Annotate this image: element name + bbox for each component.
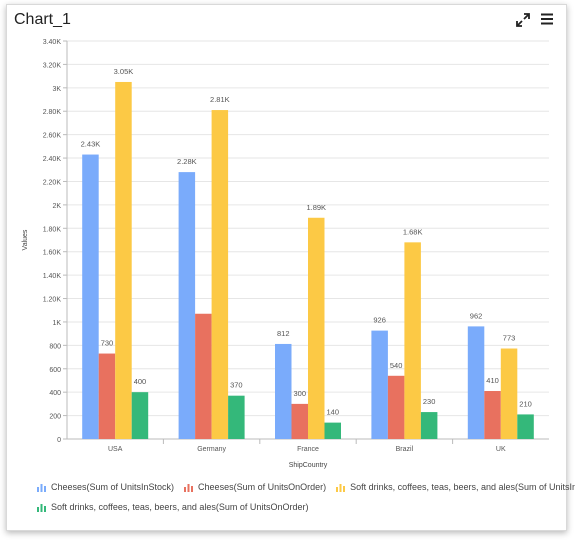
y-tick-label: 1.60K [43,250,62,257]
data-label: 3.05K [114,67,134,76]
y-tick-label: 1.20K [43,297,62,304]
legend-row: Cheeses(Sum of UnitsInStock) Cheeses(Sum … [37,479,575,495]
y-tick-label: 200 [49,414,61,421]
data-label: 1.68K [403,227,423,236]
bar-brazil-series-2 [387,375,405,439]
legend-row: Soft drinks, coffees, teas, beers, and a… [37,499,557,515]
bar-france-series-1 [275,343,292,439]
y-tick-label: 400 [49,390,61,397]
bar-chart-icon [336,483,346,492]
y-tick-label: 3.40K [43,39,62,46]
bar-chart-icon [184,483,194,492]
bar-usa-series-3 [115,81,132,440]
data-label: 400 [134,377,147,386]
bar-brazil-series-1 [371,330,388,439]
bar-uk-series-4 [517,414,534,439]
data-label: 140 [326,408,339,417]
x-axis-title: ShipCountry [289,462,328,469]
data-label: 2.43K [81,140,101,149]
y-tick-label: 2.80K [43,109,62,116]
y-tick-label: 2.60K [43,133,62,140]
bar-chart-icon [37,503,46,512]
bar-usa-series-1 [82,154,99,439]
data-label: 540 [390,361,403,370]
y-tick-label: 1.80K [43,226,62,233]
bar-uk-series-1 [467,326,485,439]
y-tick-label: 3K [52,86,61,93]
legend-label: Soft drinks, coffees, teas, beers, and a… [51,502,309,512]
bar-brazil-series-3 [404,242,421,439]
legend-label: Soft drinks, coffees, teas, beers, and a… [350,482,575,492]
bar-germany-series-4 [228,395,245,439]
bar-germany-series-2 [195,313,212,439]
data-label: 1.89K [306,203,326,212]
data-label: 410 [486,376,499,385]
bar-germany-series-3 [211,110,229,440]
expand-icon[interactable] [516,13,530,27]
bar-chart-icon [37,483,46,492]
y-tick-label: 2K [52,203,61,210]
data-label: 773 [503,334,516,343]
bar-uk-series-2 [484,391,501,439]
y-tick-label: 2.40K [43,156,62,163]
bar-uk-series-3 [500,348,518,439]
legend-label: Cheeses(Sum of UnitsOnOrder) [198,482,327,492]
y-axis-title: Values [22,229,29,250]
y-tick-label: 1K [52,320,61,327]
data-label: 300 [293,389,306,398]
data-label: 962 [470,311,483,320]
legend-label: Cheeses(Sum of UnitsInStock) [51,482,175,492]
y-tick-label: 600 [49,367,61,374]
bar-france-series-3 [308,217,325,439]
hamburger-menu-icon[interactable] [540,12,554,26]
y-tick-label: 2.20K [43,179,62,186]
data-label: 812 [277,329,290,338]
x-tick-label: Brazil [396,446,414,453]
legend-item[interactable]: Cheeses(Sum of UnitsOnOrder) [184,482,326,492]
chart-legend: Cheeses(Sum of UnitsInStock) Cheeses(Sum … [37,479,575,519]
legend-item[interactable]: Soft drinks, coffees, teas, beers, and a… [37,502,308,512]
legend-item[interactable]: Cheeses(Sum of UnitsInStock) [37,482,174,492]
data-label: 730 [101,339,114,348]
legend-item[interactable]: Soft drinks, coffees, teas, beers, and a… [336,482,575,492]
y-tick-label: 3.20K [43,62,62,69]
bar-france-series-4 [324,422,341,439]
chart-card: Chart_1 0 200 400 600 800 1K 1.20K 1.40K 1.60K 1.… [6,4,575,531]
x-tick-label: UK [496,446,506,453]
data-label: 2.81K [210,95,230,104]
data-label: 230 [423,397,436,406]
bar-france-series-2 [291,403,308,439]
y-tick-label: 800 [49,343,61,350]
y-tick-label: 1.40K [43,273,62,280]
x-tick-label: France [297,446,319,453]
chart-plot: 0 200 400 600 800 1K 1.20K 1.40K 1.60K 1.80K 2K 2.2… [22,39,549,469]
bar-usa-series-2 [98,353,116,439]
data-label: 370 [230,381,243,390]
bar-germany-series-1 [178,172,196,439]
chart-title: Chart_1 [14,11,71,28]
x-tick-label: Germany [197,446,226,453]
x-tick-label: USA [108,446,123,453]
data-label: 2.28K [177,157,197,166]
bar-usa-series-4 [131,392,149,439]
y-tick-label: 0 [57,437,61,444]
bar-brazil-series-4 [420,412,438,439]
data-label: 210 [519,399,532,408]
data-label: 926 [373,316,386,325]
